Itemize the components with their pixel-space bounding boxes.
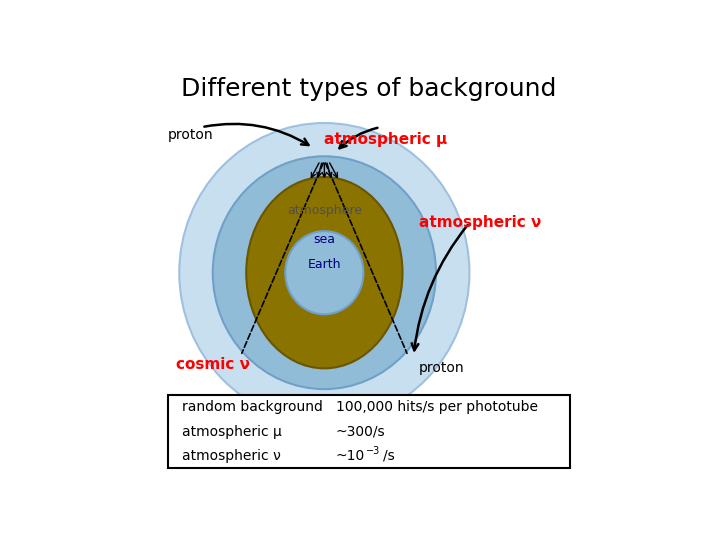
Text: /s: /s	[383, 449, 395, 463]
Text: proton: proton	[168, 129, 213, 143]
Text: ~300/s: ~300/s	[336, 425, 385, 438]
Text: sea: sea	[313, 233, 336, 246]
Text: Earth: Earth	[307, 258, 341, 271]
Ellipse shape	[285, 231, 364, 314]
Ellipse shape	[246, 177, 402, 368]
Text: Different types of background: Different types of background	[181, 77, 557, 102]
Text: atmospheric ν: atmospheric ν	[420, 215, 541, 230]
Text: atmospheric μ: atmospheric μ	[182, 425, 282, 438]
Ellipse shape	[213, 156, 436, 389]
Text: atmospheric μ: atmospheric μ	[324, 132, 447, 147]
Text: −3: −3	[366, 446, 380, 456]
Text: 100,000 hits/s per phototube: 100,000 hits/s per phototube	[336, 401, 538, 415]
Text: proton: proton	[419, 361, 464, 375]
Text: ~10: ~10	[336, 449, 365, 463]
Ellipse shape	[179, 123, 469, 422]
Text: cosmic ν: cosmic ν	[176, 357, 250, 372]
FancyBboxPatch shape	[168, 395, 570, 468]
Text: atmosphere: atmosphere	[287, 204, 362, 217]
Text: random background: random background	[182, 401, 323, 415]
Text: atmospheric ν: atmospheric ν	[182, 449, 281, 463]
